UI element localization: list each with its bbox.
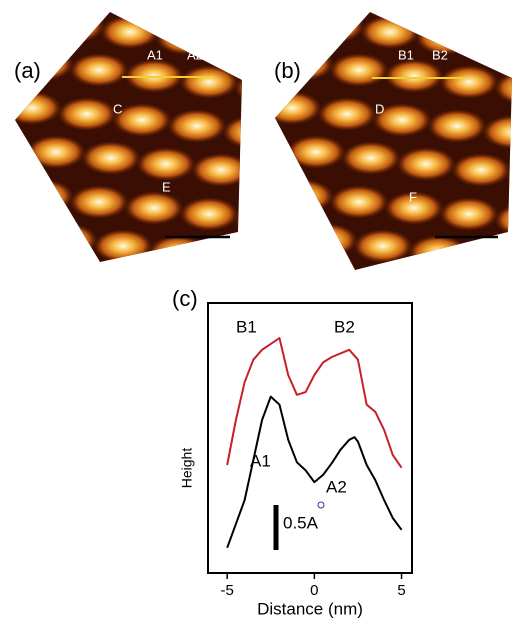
marker: B1 — [398, 47, 414, 62]
marker: C — [113, 101, 122, 116]
blob — [317, 97, 377, 131]
line-chart: (c) Distance (nm) Height B1 B2 A1 A2 0.5… — [172, 286, 413, 618]
blob — [396, 147, 456, 181]
blob — [45, 12, 105, 43]
blob — [222, 115, 242, 149]
blob — [439, 65, 499, 99]
blob — [408, 235, 468, 269]
blob — [26, 135, 86, 169]
blob — [203, 241, 242, 262]
blob — [470, 27, 512, 61]
marker: B2 — [432, 47, 448, 62]
blob — [341, 141, 401, 175]
blob — [112, 103, 172, 137]
annotation: A2 — [326, 477, 347, 496]
blob — [57, 97, 117, 131]
stm-image-a — [15, 12, 318, 281]
x-axis-label: Distance (nm) — [257, 599, 363, 618]
blob — [136, 147, 196, 181]
x-tick-label: 5 — [397, 582, 405, 599]
blob — [38, 223, 98, 257]
blob — [286, 135, 346, 169]
blob — [210, 27, 242, 61]
panel-label: (c) — [172, 286, 198, 311]
blob — [15, 179, 74, 213]
marker: E — [162, 179, 171, 194]
blob — [69, 53, 129, 87]
plot-frame — [207, 302, 413, 574]
blob — [155, 21, 215, 55]
blob — [93, 229, 153, 262]
blob — [298, 223, 358, 257]
blob — [482, 115, 512, 149]
panel-label: (b) — [274, 58, 301, 83]
blob — [353, 229, 413, 263]
blob — [427, 109, 487, 143]
blob — [81, 141, 141, 175]
blob — [124, 191, 184, 225]
x-tick-label: 0 — [310, 582, 318, 599]
blob — [275, 91, 322, 125]
blob — [191, 153, 242, 187]
blob — [179, 65, 239, 99]
blob — [234, 203, 242, 237]
y-axis-label: Height — [179, 448, 195, 489]
blob — [384, 59, 444, 93]
blob — [305, 12, 365, 43]
blob — [494, 71, 512, 105]
annotation: B1 — [236, 317, 257, 336]
blob — [69, 185, 129, 219]
degree-mark — [317, 501, 325, 509]
blob — [100, 15, 160, 49]
blob — [463, 241, 512, 270]
marker: F — [409, 189, 417, 204]
blob — [275, 179, 334, 213]
line — [226, 395, 403, 549]
blob — [275, 12, 310, 37]
blob — [15, 12, 50, 37]
blob — [148, 235, 208, 262]
line — [226, 337, 403, 469]
marker: D — [375, 101, 384, 116]
marker: A1 — [147, 47, 163, 62]
blob — [258, 247, 318, 281]
x-tick-label: -5 — [221, 582, 234, 599]
stm-image-b — [275, 12, 512, 270]
annotation: 0.5A — [283, 513, 319, 532]
blob — [360, 15, 420, 49]
blob — [167, 109, 227, 143]
annotation: A1 — [250, 451, 271, 470]
annotation: B2 — [334, 317, 355, 336]
blob — [384, 191, 444, 225]
blob — [15, 91, 62, 125]
panel-label: (a) — [14, 58, 41, 83]
blob — [451, 153, 511, 187]
blob — [179, 197, 239, 231]
blob — [329, 185, 389, 219]
marker: A2 — [187, 47, 203, 62]
blob — [246, 159, 306, 193]
blob — [329, 53, 389, 87]
blob — [372, 103, 432, 137]
blob — [439, 197, 499, 231]
